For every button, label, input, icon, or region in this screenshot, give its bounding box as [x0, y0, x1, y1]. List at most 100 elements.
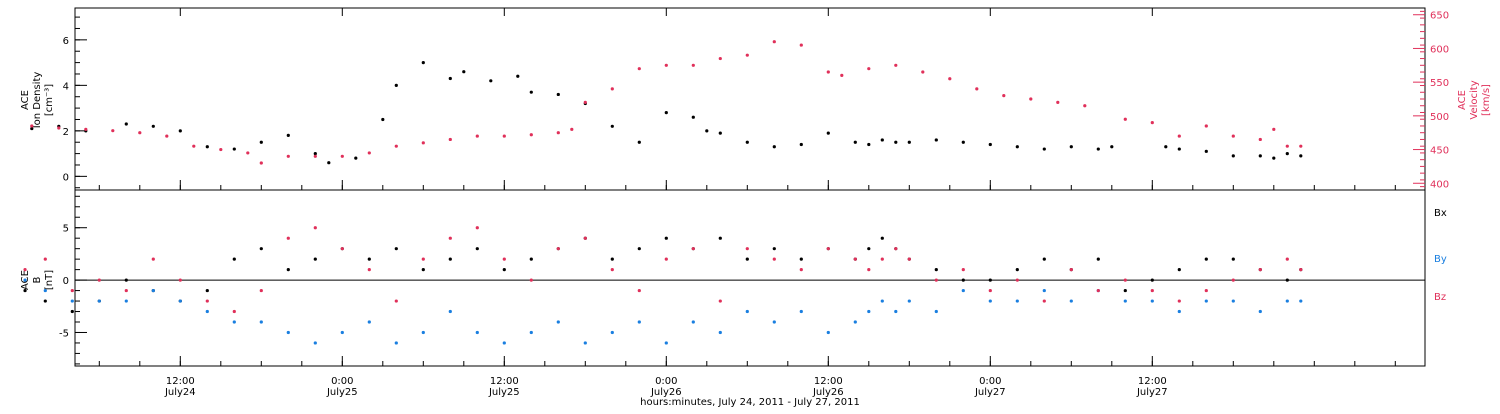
data-point-black [1177, 268, 1181, 272]
data-point-black [988, 278, 992, 282]
top-right-tick-label: 600 [1430, 44, 1449, 55]
data-point-black [961, 278, 965, 282]
data-point-black [1204, 257, 1208, 261]
data-point-blue [151, 288, 155, 293]
data-point-red [1150, 120, 1154, 125]
data-point-red [570, 127, 574, 131]
data-point-black [664, 111, 668, 115]
bottom-left-tick-label: 0 [63, 276, 69, 287]
x-tick-time-label: 0:00 [331, 376, 353, 387]
x-tick-date-label: July25 [326, 387, 358, 398]
data-point-red [1015, 278, 1019, 282]
top-right-tick-label: 400 [1430, 179, 1449, 190]
data-point-black [664, 236, 668, 240]
data-point-black [448, 257, 452, 261]
data-point-red [745, 247, 749, 251]
data-point-red [448, 236, 452, 240]
data-point-black [489, 79, 493, 83]
data-point-blue [394, 341, 398, 345]
data-point-blue [97, 299, 101, 303]
data-point-red [1096, 288, 1100, 293]
data-point-red [367, 151, 371, 155]
data-point-red [894, 63, 898, 67]
data-point-black [124, 122, 128, 126]
data-point-red [246, 151, 250, 155]
data-point-black [772, 247, 776, 251]
data-point-black [151, 124, 155, 128]
data-point-red [178, 278, 182, 282]
data-point-blue [178, 299, 182, 303]
data-point-blue [232, 320, 236, 324]
data-point-red [826, 247, 830, 251]
data-point-black [259, 247, 263, 251]
data-point-blue [286, 330, 290, 335]
data-point-red [313, 226, 317, 230]
data-point-red [1150, 288, 1154, 293]
data-point-red [718, 56, 722, 61]
data-point-black [961, 140, 965, 144]
data-point-red [84, 127, 88, 131]
data-point-blue [988, 299, 992, 303]
data-point-blue [826, 330, 830, 335]
data-point-blue [1069, 299, 1073, 303]
data-point-black [1015, 268, 1019, 272]
data-point-black [988, 142, 992, 147]
data-point-red [718, 299, 722, 303]
data-point-blue [340, 330, 344, 335]
data-point-blue [853, 320, 857, 324]
data-point-black [718, 131, 722, 135]
x-tick-date-label: July27 [1136, 387, 1168, 398]
bottom-left-tick-label: -5 [59, 328, 69, 339]
data-point-red [988, 288, 992, 293]
data-point-red [1285, 144, 1289, 148]
data-point-red [853, 257, 857, 261]
data-point-red [1204, 124, 1208, 128]
data-point-red [502, 134, 506, 138]
data-point-red [934, 278, 938, 282]
x-tick-date-label: July24 [164, 387, 196, 398]
data-point-black [1177, 147, 1181, 151]
data-point-red [840, 73, 844, 78]
data-point-black [448, 76, 452, 81]
data-point-red [1285, 257, 1289, 261]
top-left-tick-label: 2 [63, 127, 69, 138]
data-point-red [1002, 94, 1006, 98]
data-point-black [637, 140, 641, 144]
data-point-red [1177, 134, 1181, 138]
data-point-black [907, 140, 911, 144]
data-point-red [57, 126, 61, 130]
data-point-red [151, 257, 155, 261]
x-tick-time-label: 12:00 [1138, 376, 1167, 387]
data-point-red [340, 154, 344, 158]
data-point-blue [934, 309, 938, 314]
data-point-red [232, 309, 236, 314]
data-point-black [1096, 147, 1100, 151]
top-left-ylabel-line1: ACE [20, 90, 31, 110]
data-point-blue [259, 320, 263, 324]
bottom-left-ylabel-line2: B [32, 276, 43, 283]
data-point-black [313, 152, 317, 156]
data-point-red [475, 226, 479, 230]
x-tick-date-label: July26 [812, 387, 844, 398]
data-point-black [313, 257, 317, 261]
data-point-red [340, 247, 344, 251]
data-point-red [529, 133, 533, 137]
data-point-blue [772, 320, 776, 324]
data-point-red [1204, 288, 1208, 293]
data-point-black [529, 257, 533, 261]
data-point-blue [799, 309, 803, 314]
data-point-black [232, 257, 236, 261]
top-right-tick-label: 650 [1430, 11, 1449, 22]
data-point-blue [867, 309, 871, 314]
data-point-black [205, 288, 209, 293]
data-point-red [138, 131, 142, 135]
data-point-red [205, 299, 209, 303]
data-point-black [1110, 145, 1114, 149]
data-point-black [1164, 145, 1168, 149]
data-point-red [1231, 278, 1235, 282]
data-point-black [1042, 147, 1046, 151]
data-point-red [502, 257, 506, 261]
data-point-black [853, 140, 857, 144]
data-point-red [880, 257, 884, 261]
x-tick-date-label: July27 [974, 387, 1006, 398]
